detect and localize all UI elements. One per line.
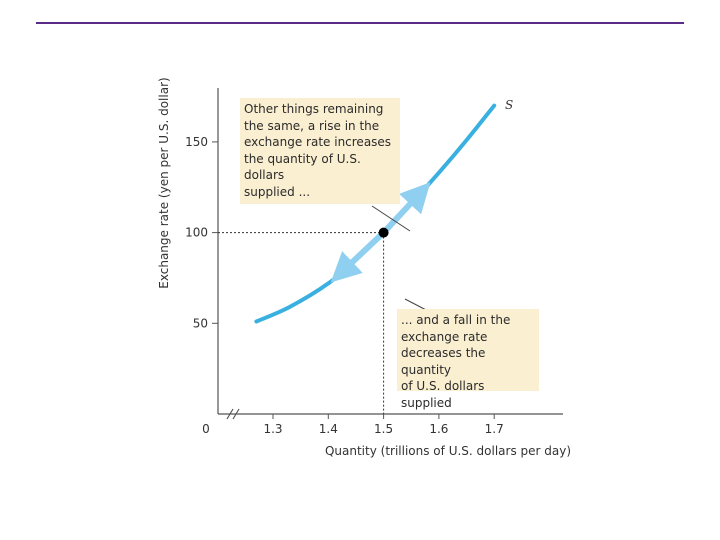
y-tick-label: 50 bbox=[193, 316, 208, 330]
x-tick-label: 1.5 bbox=[374, 422, 393, 436]
leader-line-rise bbox=[371, 205, 411, 232]
x-tick-label: 1.4 bbox=[319, 422, 338, 436]
annotation-rise: Other things remaining the same, a rise … bbox=[240, 98, 400, 204]
y-tick-label: 100 bbox=[185, 226, 208, 240]
axis-break-mark bbox=[232, 408, 240, 420]
supply-curve-label: S bbox=[505, 98, 513, 112]
y-axis-title: Exchange rate (yen per U.S. dollar) bbox=[157, 77, 171, 288]
axis-break-mark bbox=[226, 408, 234, 420]
x-axis-title: Quantity (trillions of U.S. dollars per … bbox=[325, 444, 571, 458]
origin-label: 0 bbox=[202, 422, 210, 436]
top-rule bbox=[36, 22, 684, 24]
y-tick-label: 150 bbox=[185, 135, 208, 149]
x-tick-label: 1.7 bbox=[485, 422, 504, 436]
arrow-fall bbox=[330, 230, 386, 283]
x-tick-label: 1.3 bbox=[263, 422, 282, 436]
x-tick-label: 1.6 bbox=[429, 422, 448, 436]
arrow-rise bbox=[381, 182, 431, 235]
annotation-fall: ... and a fall in the exchange rate decr… bbox=[397, 309, 539, 410]
equilibrium-point bbox=[378, 227, 389, 238]
